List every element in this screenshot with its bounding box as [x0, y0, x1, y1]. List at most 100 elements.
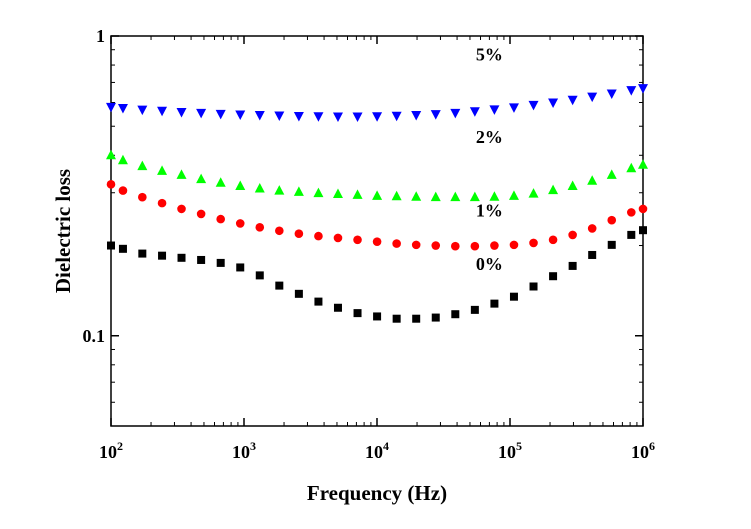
data-point	[196, 209, 206, 219]
data-point	[196, 108, 207, 119]
data-point	[606, 169, 617, 179]
y-tick-label: 1	[96, 26, 105, 46]
series-0pct	[107, 226, 647, 323]
data-point	[638, 159, 648, 169]
data-point	[254, 182, 265, 193]
data-point	[391, 190, 402, 201]
data-point	[332, 112, 343, 122]
data-point	[548, 184, 559, 195]
data-point	[607, 240, 616, 249]
data-point	[392, 239, 401, 248]
data-point	[196, 173, 207, 184]
data-point	[411, 191, 422, 201]
data-point	[158, 251, 167, 260]
data-point	[293, 111, 304, 122]
data-point	[626, 86, 637, 96]
data-point	[236, 263, 245, 272]
data-point	[626, 162, 637, 173]
data-point	[274, 111, 285, 121]
data-point	[509, 292, 518, 301]
data-point	[215, 109, 226, 120]
data-point	[430, 110, 441, 120]
data-point	[509, 240, 519, 250]
data-point	[431, 313, 440, 322]
data-point	[489, 105, 500, 115]
data-point	[353, 309, 362, 318]
data-point	[639, 226, 647, 235]
data-point	[314, 231, 323, 241]
data-point	[470, 241, 480, 251]
data-point	[353, 235, 362, 245]
x-tick-label: 103	[232, 439, 256, 462]
data-point	[118, 244, 127, 253]
data-point	[567, 95, 578, 106]
data-point	[117, 104, 128, 114]
x-tick-label: 105	[498, 439, 522, 462]
data-point	[627, 230, 636, 239]
data-point	[430, 191, 441, 202]
data-point	[528, 100, 539, 111]
data-point	[451, 310, 460, 319]
data-point	[588, 250, 597, 259]
data-point	[294, 229, 304, 239]
data-point	[106, 149, 116, 160]
data-point	[451, 241, 460, 251]
data-point	[314, 297, 323, 306]
data-point	[157, 198, 167, 208]
data-point	[313, 187, 324, 198]
y-tick-label: 0.1	[83, 326, 106, 346]
data-point	[490, 241, 499, 250]
data-point	[215, 177, 226, 187]
data-point	[176, 169, 187, 179]
data-point	[137, 105, 148, 116]
data-point	[450, 191, 461, 202]
data-point	[587, 224, 597, 233]
data-point	[490, 299, 499, 308]
data-point	[235, 110, 246, 121]
data-point	[567, 180, 578, 190]
data-point	[313, 112, 324, 122]
data-point	[138, 192, 147, 202]
data-point	[275, 226, 284, 236]
data-point	[137, 160, 148, 171]
data-point	[157, 106, 168, 117]
axis-ticks	[110, 35, 644, 427]
tick-labels: 102 103 104 105 106 0.1 1	[83, 26, 656, 462]
x-tick-label: 104	[365, 439, 389, 462]
data-point	[529, 282, 538, 291]
series-label: 0%	[476, 254, 503, 274]
data-point	[332, 188, 343, 199]
data-point	[275, 281, 284, 290]
y-axis-title: Dielectric loss	[51, 169, 75, 293]
x-tick-label: 102	[99, 439, 123, 462]
x-axis-title: Frequency (Hz)	[307, 481, 447, 505]
data-point	[333, 233, 343, 243]
data-point	[352, 112, 363, 122]
data-point	[638, 204, 648, 214]
data-point	[528, 188, 539, 198]
data-point	[411, 111, 422, 121]
series-1pct	[106, 180, 648, 251]
data-point	[587, 175, 598, 185]
data-point	[529, 238, 538, 248]
data-point	[333, 303, 342, 312]
data-point	[607, 215, 617, 225]
data-point	[372, 237, 382, 246]
data-point	[568, 230, 577, 240]
plot-frame	[110, 35, 644, 427]
data-point	[372, 190, 383, 200]
data-point	[254, 111, 265, 121]
data-point	[235, 180, 246, 190]
data-point	[293, 186, 304, 196]
series-label: 2%	[476, 127, 503, 147]
data-point	[106, 180, 116, 189]
series-5pct	[106, 84, 648, 122]
data-point	[197, 255, 206, 264]
series-label: 1%	[476, 200, 503, 220]
data-point	[372, 112, 383, 122]
data-point	[470, 305, 479, 314]
data-point	[216, 258, 225, 267]
data-point	[106, 102, 116, 113]
data-point	[548, 98, 559, 109]
